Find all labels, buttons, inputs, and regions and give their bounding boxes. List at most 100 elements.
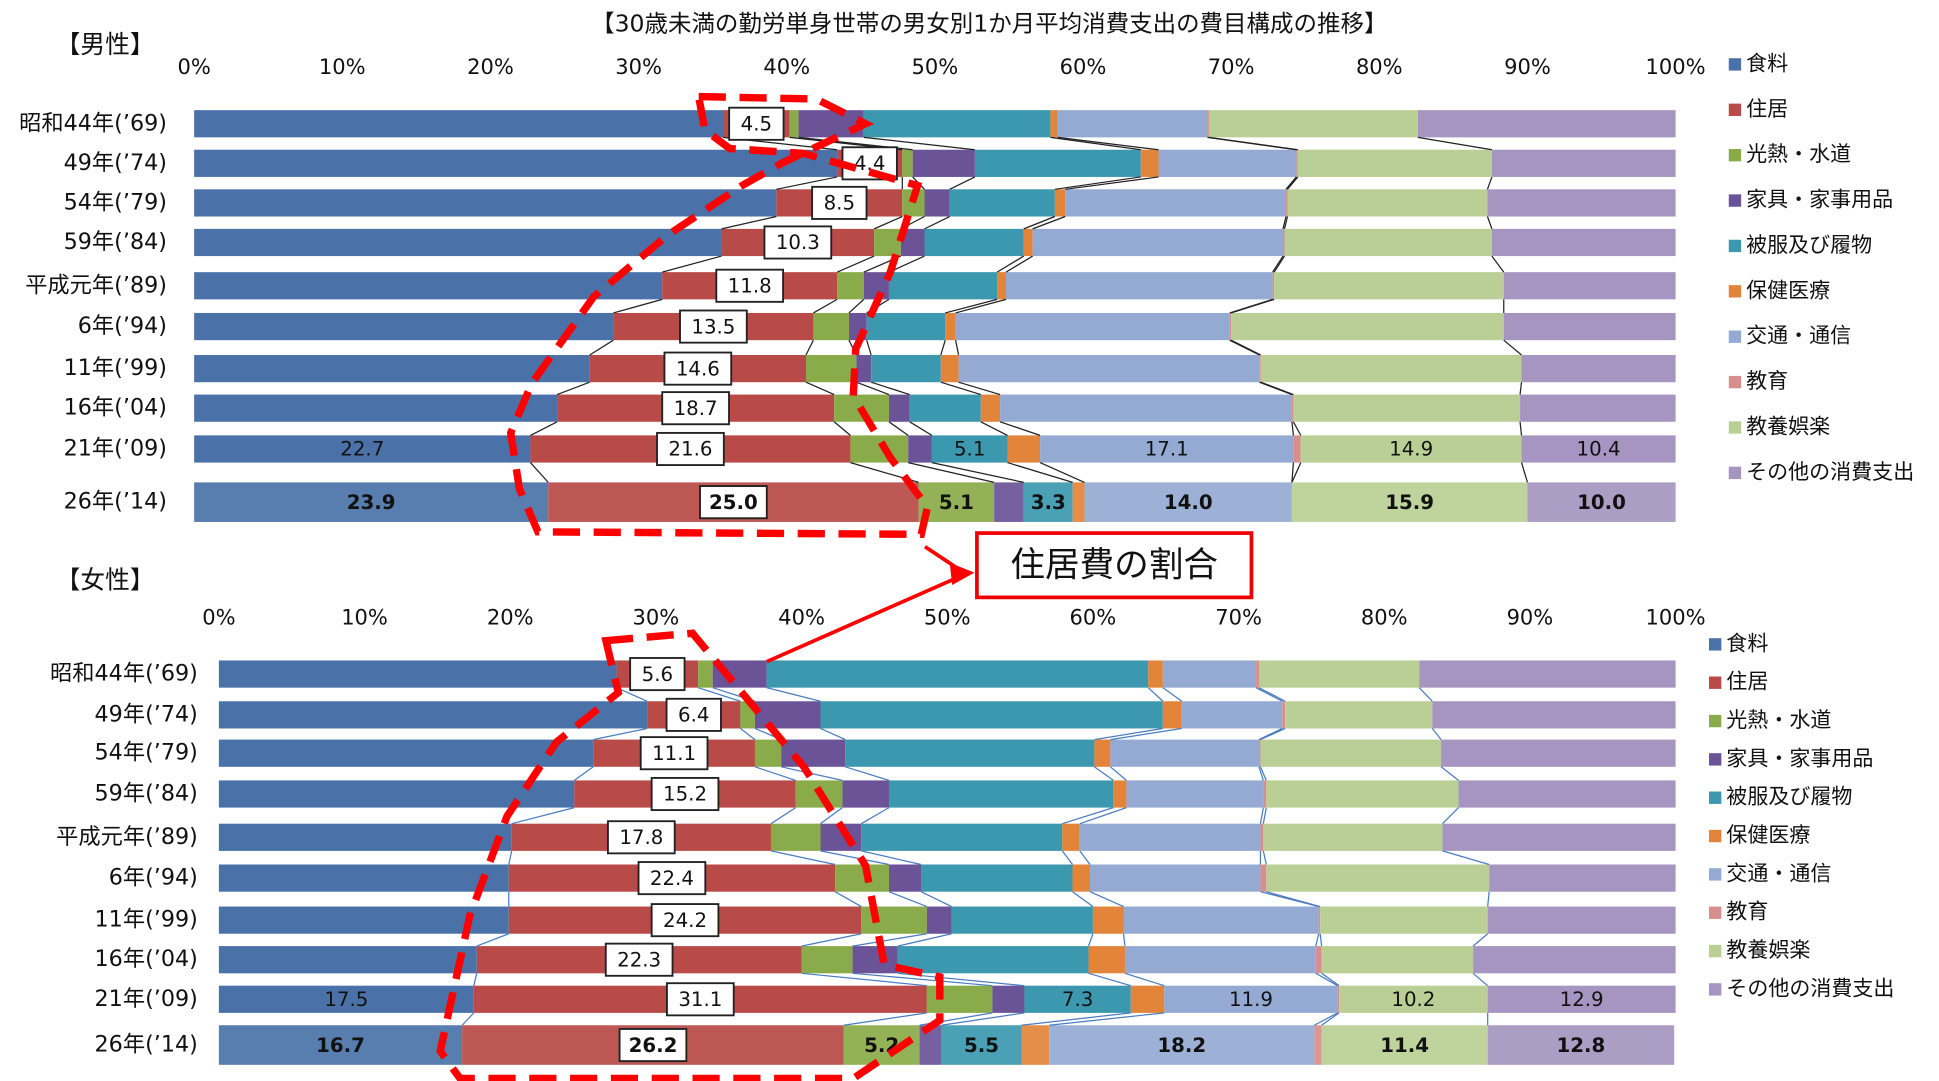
bar-segment: [1256, 660, 1259, 688]
connector-line: [955, 298, 1007, 314]
bar-segment: [770, 823, 821, 851]
value-label: 10.0: [1577, 491, 1626, 514]
category-label: 21年(’09): [95, 986, 198, 1012]
x-tick-label: 10%: [341, 604, 388, 629]
connector-line: [820, 850, 890, 866]
value-label: 10.3: [776, 231, 820, 254]
bar-segment: [194, 189, 777, 217]
bar-segment: [1207, 110, 1209, 138]
value-label: 24.2: [663, 909, 707, 932]
bar-segment: [218, 739, 594, 767]
connector-line: [1072, 891, 1094, 908]
legend-label: 教育: [1726, 899, 1768, 924]
label-box: [650, 903, 720, 938]
value-label: 12.9: [1560, 988, 1604, 1011]
connector-line: [556, 381, 590, 396]
bar-segment: [1072, 482, 1085, 522]
value-label: 17.1: [1145, 438, 1189, 461]
connector-line: [1472, 972, 1489, 987]
bar-segment: [949, 189, 1055, 217]
bar-segment: [1005, 272, 1273, 300]
connector-line: [856, 381, 890, 396]
label-box: [618, 1028, 688, 1063]
value-label: 22.3: [617, 948, 661, 971]
bar-segment: [919, 1025, 942, 1065]
legend-label: 家具・家事用品: [1746, 187, 1893, 212]
x-tick-label: 90%: [1504, 54, 1551, 79]
callout-text: 住居費の割合: [1010, 545, 1218, 585]
connector-line: [697, 687, 741, 702]
legend-swatch: [1708, 714, 1722, 728]
legend-swatch: [1708, 638, 1722, 651]
connector-line: [1285, 176, 1297, 190]
connector-line: [616, 687, 648, 702]
connector-line: [996, 255, 1025, 273]
connector-line: [866, 339, 872, 356]
bar-segment: [845, 739, 1095, 767]
bar-segment: [994, 482, 1024, 522]
x-tick-label: 20%: [487, 604, 534, 629]
value-label: 15.9: [1385, 491, 1434, 514]
bar-segment: [951, 906, 1093, 934]
connector-line: [1230, 298, 1275, 314]
bar-segment: [902, 189, 925, 217]
bar-segment: [1503, 272, 1676, 300]
legend-label: 光熱・水道: [1746, 141, 1851, 166]
bar-segment: [1521, 435, 1676, 463]
bar-segment: [1126, 780, 1264, 808]
connector-line: [1431, 728, 1442, 740]
connector-line: [999, 421, 1041, 436]
bar-segment: [980, 394, 1001, 422]
connector-line: [1023, 215, 1056, 230]
value-label: 11.4: [1380, 1034, 1429, 1057]
x-tick-label: 20%: [467, 54, 514, 79]
label-box: [650, 777, 720, 812]
bar-segment: [1148, 660, 1163, 688]
bar-segment: [1521, 355, 1676, 383]
bar-segment: [1072, 864, 1090, 892]
dashed-outline: [436, 629, 944, 1081]
bar-segment: [1123, 906, 1319, 934]
category-label: 昭和44年(’69): [50, 661, 198, 687]
connector-line: [813, 298, 838, 314]
plots: 【男性】 0% 10% 20% 30% 40% 50% 60% 70% 80% 90% 100% 昭和4…: [19, 30, 1914, 1065]
value-label: 17.8: [619, 826, 663, 849]
value-label: 21.6: [668, 438, 712, 461]
legend-label: 家具・家事用品: [1726, 745, 1873, 770]
bar-segment: [1321, 1025, 1488, 1065]
bar-segment: [1285, 701, 1433, 729]
bar-segment: [1092, 906, 1124, 934]
legend-label: 食料: [1746, 50, 1788, 75]
legend-swatch: [1728, 194, 1742, 207]
connector-line: [530, 421, 558, 436]
bar-segment: [1040, 435, 1294, 463]
category-label: 平成元年(’89): [56, 824, 198, 850]
connector-line: [924, 215, 950, 230]
value-label: 10.2: [1391, 988, 1435, 1011]
bar-segment: [861, 823, 1063, 851]
connector-line: [834, 891, 862, 908]
bar-segment: [218, 780, 575, 808]
bar-segment: [897, 946, 1089, 974]
bar-segment: [1057, 110, 1208, 138]
connector-line: [1259, 766, 1267, 781]
value-label: 12.8: [1557, 1034, 1606, 1057]
value-label: 18.2: [1157, 1034, 1206, 1057]
connector-line: [770, 807, 797, 825]
bar-segment: [888, 864, 922, 892]
bar-segment: [1110, 739, 1259, 767]
bar-segment: [218, 1025, 463, 1065]
bar-segment: [866, 312, 946, 341]
bar-segment: [218, 864, 509, 892]
connector-line: [1147, 687, 1164, 702]
bar-segment: [1293, 394, 1521, 422]
bar-segment: [888, 272, 998, 300]
bar-segment: [1260, 355, 1522, 383]
connector-line: [955, 340, 960, 356]
connector-line: [1258, 766, 1264, 781]
legend-swatch: [1708, 868, 1722, 881]
legend-label: その他の消費支出: [1726, 975, 1894, 1000]
bar-segment: [1007, 435, 1041, 463]
x-tick-label: 0%: [202, 604, 235, 629]
bar-segment: [837, 272, 864, 300]
